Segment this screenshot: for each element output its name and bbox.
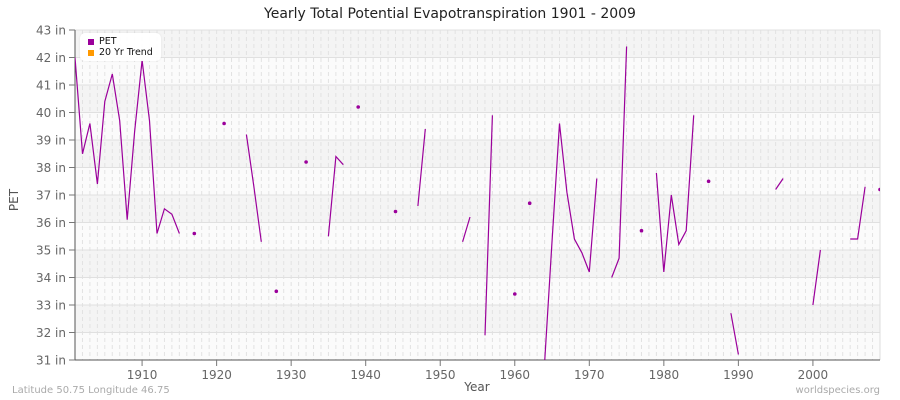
pet-line bbox=[544, 123, 598, 360]
legend-swatch-trend bbox=[88, 49, 94, 56]
x-tick-label: 1970 bbox=[574, 368, 605, 382]
y-tick-label: 40 in bbox=[36, 106, 66, 120]
pet-point bbox=[393, 209, 398, 214]
pet-line bbox=[730, 313, 739, 355]
pet-point bbox=[878, 187, 880, 192]
y-axis-label: PET bbox=[7, 188, 21, 212]
x-tick-label: 1950 bbox=[425, 368, 456, 382]
y-tick-label: 39 in bbox=[36, 134, 66, 148]
pet-line bbox=[655, 115, 695, 273]
legend-label-pet: PET bbox=[99, 36, 117, 47]
y-tick-label: 36 in bbox=[36, 216, 66, 230]
x-tick-label: 1910 bbox=[127, 368, 158, 382]
pet-line bbox=[812, 249, 821, 306]
x-tick-label: 1980 bbox=[649, 368, 680, 382]
y-tick-label: 34 in bbox=[36, 271, 66, 285]
pet-line bbox=[245, 134, 262, 242]
pet-point bbox=[639, 228, 644, 233]
pet-point bbox=[527, 201, 532, 205]
y-tick-label: 37 in bbox=[36, 189, 66, 203]
x-tick-label: 1930 bbox=[276, 368, 307, 382]
chart-legend: PET 20 Yr Trend bbox=[80, 33, 161, 61]
x-axis-label: Year bbox=[464, 380, 490, 394]
y-tick-label: 31 in bbox=[36, 354, 66, 368]
pet-point bbox=[706, 179, 711, 184]
x-tick-label: 1940 bbox=[350, 368, 381, 382]
pet-point bbox=[513, 292, 517, 296]
pet-point bbox=[222, 121, 226, 126]
chart-title: Yearly Total Potential Evapotranspiratio… bbox=[264, 6, 636, 22]
y-tick-label: 43 in bbox=[36, 24, 66, 38]
y-tick-label: 41 in bbox=[36, 79, 66, 93]
x-tick-label: 1960 bbox=[499, 368, 530, 382]
y-tick-label: 33 in bbox=[36, 299, 66, 313]
pet-point bbox=[356, 105, 361, 109]
x-tick-label: 1920 bbox=[201, 368, 232, 382]
pet-line bbox=[611, 46, 628, 278]
legend-swatch-pet bbox=[88, 38, 94, 45]
pet-point bbox=[192, 231, 197, 236]
y-tick-label: 38 in bbox=[36, 161, 66, 175]
y-tick-label: 42 in bbox=[36, 51, 66, 65]
pet-line bbox=[850, 186, 866, 240]
location-caption: Latitude 50.75 Longitude 46.75 bbox=[12, 385, 170, 396]
pet-line bbox=[484, 115, 493, 336]
pet-point bbox=[274, 289, 279, 294]
pet-line bbox=[75, 57, 180, 234]
legend-label-trend: 20 Yr Trend bbox=[99, 47, 153, 58]
pet-series bbox=[75, 46, 880, 360]
legend-item-trend: 20 Yr Trend bbox=[88, 47, 153, 58]
pet-line bbox=[327, 155, 344, 237]
legend-item-pet: PET bbox=[88, 36, 153, 47]
pet-point bbox=[304, 160, 308, 164]
pet-line bbox=[417, 128, 426, 207]
y-tick-label: 35 in bbox=[36, 244, 66, 258]
pet-line bbox=[775, 178, 784, 190]
y-tick-label: 32 in bbox=[36, 326, 66, 340]
source-credit: worldspecies.org bbox=[795, 385, 880, 396]
pet-line bbox=[462, 216, 471, 242]
x-tick-label: 1990 bbox=[723, 368, 754, 382]
x-tick-label: 2000 bbox=[798, 368, 829, 382]
